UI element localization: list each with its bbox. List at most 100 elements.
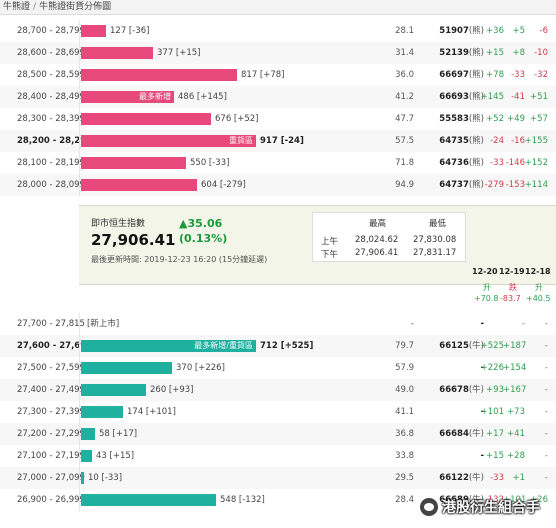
breadcrumb-item-cbbc[interactable]: 牛熊證 [3, 2, 31, 12]
price-range: 28,100 - 28,199 [17, 158, 85, 168]
warrant-code-link[interactable]: 66122(牛) [420, 467, 484, 489]
price-range: 28,200 - 28,299 [17, 136, 93, 146]
outstanding-count: 548 [-132] [220, 495, 265, 505]
distribution-bar [81, 406, 123, 418]
daily-change-value: - [544, 319, 548, 329]
outstanding-count: 127 [-36] [110, 26, 150, 36]
table-row[interactable]: 28,000 - 28,099 604 [-279] 94.9 64737(熊) -27… [0, 174, 556, 196]
breadcrumb-separator: / [33, 2, 37, 12]
table-row[interactable]: 27,000 - 27,099 10 [-33] 29.5 66122(牛) -33 +1… [0, 467, 556, 489]
table-row[interactable]: 27,600 - 27,699 最多新增/重貨區 712 [+525] 79.7 661… [0, 335, 556, 357]
warrant-code-link[interactable]: 66697(熊) [420, 64, 484, 86]
divider [79, 108, 80, 130]
distribution-bar [81, 362, 172, 374]
daily-change-value: +57 [530, 114, 548, 124]
table-row[interactable]: 28,500 - 28,599 817 [+78] 36.0 66697(熊) +78-… [0, 64, 556, 86]
warrant-code-link[interactable]: 66684(牛) [420, 423, 484, 445]
table-row[interactable]: 28,300 - 28,399 676 [+52] 47.7 55583(熊) +52 +… [0, 108, 556, 130]
distribution-bar [81, 69, 237, 81]
percentage-value: 28.1 [395, 26, 414, 36]
warrant-code-link[interactable]: 66125(牛) [420, 335, 484, 357]
daily-change-value: +145 [480, 92, 504, 102]
daily-change-value: +28 [507, 451, 525, 461]
warrant-code-link[interactable]: 66693(熊) [420, 86, 484, 108]
warrant-code-link[interactable]: 52139(熊) [420, 42, 484, 64]
percentage-value: 41.1 [395, 407, 414, 417]
divider [79, 489, 80, 511]
table-row[interactable]: 28,400 - 28,499 最多新增 486 [+145] 41.2 66693(熊… [0, 86, 556, 108]
percentage-value: 79.7 [395, 341, 414, 351]
distribution-bar: 最多新增/重貨區 [81, 340, 256, 352]
warrant-type-tag: (牛) [468, 473, 484, 483]
pm-low: 27,831.17 [413, 248, 457, 258]
price-range: 26,900 - 26,999 [17, 495, 85, 505]
warrant-type-tag: (牛) [468, 385, 484, 395]
price-range: 27,300 - 27,399 [17, 407, 85, 417]
divider [79, 379, 80, 401]
daily-change-value: +93 [486, 385, 504, 395]
table-row[interactable]: 27,500 - 27,599 370 [+226] 57.9- +226 +154- [0, 357, 556, 379]
daily-change-value: - [521, 319, 525, 329]
warrant-code: 64737 [439, 180, 469, 190]
percentage-value: 31.4 [395, 48, 414, 58]
divider [79, 313, 80, 335]
warrant-code-link[interactable]: 64737(熊) [420, 174, 484, 196]
outstanding-count: 10 [-33] [88, 473, 123, 483]
warrant-code: 52139 [439, 48, 469, 58]
outstanding-count: 550 [-33] [190, 158, 230, 168]
high-header: 最高 [369, 219, 387, 229]
am-label: 上午 [321, 237, 339, 247]
daily-change-value: +114 [524, 180, 548, 190]
daily-change-value: +52 [486, 114, 504, 124]
index-change-percent: (0.13%) [179, 232, 228, 245]
table-row[interactable]: 28,700 - 28,799 127 [-36] 28.1 51907(熊) +36 +… [0, 20, 556, 42]
table-row[interactable]: 27,100 - 27,199 43 [+15] 33.8- +15 +28- [0, 445, 556, 467]
daily-change-value: +152 [524, 158, 548, 168]
table-row[interactable]: 28,100 - 28,199 550 [-33] 71.8 64736(熊) -33-… [0, 152, 556, 174]
index-value: 27,906.41 [91, 231, 176, 249]
warrant-code-link[interactable]: 64736(熊) [420, 152, 484, 174]
table-row[interactable]: 28,200 - 28,299 重貨區 917 [-24] 57.5 64735(熊) -… [0, 130, 556, 152]
daily-change-value: -33 [490, 473, 504, 483]
price-range: 28,700 - 28,799 [17, 26, 85, 36]
watermark: 港股衍生組合手 [420, 494, 556, 520]
divider [79, 335, 80, 357]
warrant-code-link[interactable]: 66689(牛) [420, 489, 484, 511]
warrant-type-tag: (牛) [468, 495, 484, 505]
table-row[interactable]: 26,900 - 26,999 548 [-132] 28.4 66689(牛) -13… [0, 489, 556, 511]
warrant-code-link[interactable]: 66678(牛) [420, 379, 484, 401]
table-row[interactable]: 27,200 - 27,299 58 [+17] 36.8 66684(牛) +17 +4… [0, 423, 556, 445]
warrant-code-link[interactable]: - [420, 313, 484, 335]
divider [79, 445, 80, 467]
percentage-value: 71.8 [395, 158, 414, 168]
breadcrumb-item-distribution: 牛熊證街貨分佈圖 [39, 2, 112, 12]
day-change-value: +40.5 [526, 294, 551, 303]
daily-change-value: - [544, 429, 548, 439]
divider [79, 86, 80, 108]
wechat-icon [420, 498, 438, 516]
outstanding-count: 377 [+15] [157, 48, 201, 58]
daily-change-value: +26 [530, 495, 548, 505]
daily-change-value: +525 [480, 341, 504, 351]
breadcrumb: 牛熊證 / 牛熊證街貨分佈圖 [0, 0, 556, 15]
table-row[interactable]: 27,300 - 27,399 174 [+101] 41.1- +101 +73- [0, 401, 556, 423]
table-row[interactable]: 28,600 - 28,699 377 [+15] 31.4 52139(熊) +15 +… [0, 42, 556, 64]
warrant-code-link[interactable]: - [420, 445, 484, 467]
warrant-code: 51907 [439, 26, 469, 36]
daily-change-value: -16 [511, 136, 525, 146]
warrant-code: 64735 [439, 136, 469, 146]
warrant-code-link[interactable]: 64735(熊) [420, 130, 484, 152]
warrant-code-link[interactable]: 55583(熊) [420, 108, 484, 130]
am-high: 28,024.62 [355, 235, 399, 245]
percentage-value: 33.8 [395, 451, 414, 461]
table-row[interactable]: 27,400 - 27,499 260 [+93] 49.0 66678(牛) +93 +… [0, 379, 556, 401]
warrant-code-link[interactable]: - [420, 401, 484, 423]
day-direction: 升 [483, 283, 491, 292]
divider [79, 64, 80, 86]
low-header: 最低 [429, 219, 447, 229]
warrant-type-tag: (熊) [468, 180, 484, 190]
percentage-value: 28.4 [395, 495, 414, 505]
table-row[interactable]: 27,700 - 27,815 [新上市] - - - - [0, 313, 556, 335]
warrant-code-link[interactable]: 51907(熊) [420, 20, 484, 42]
warrant-code-link[interactable]: - [420, 357, 484, 379]
